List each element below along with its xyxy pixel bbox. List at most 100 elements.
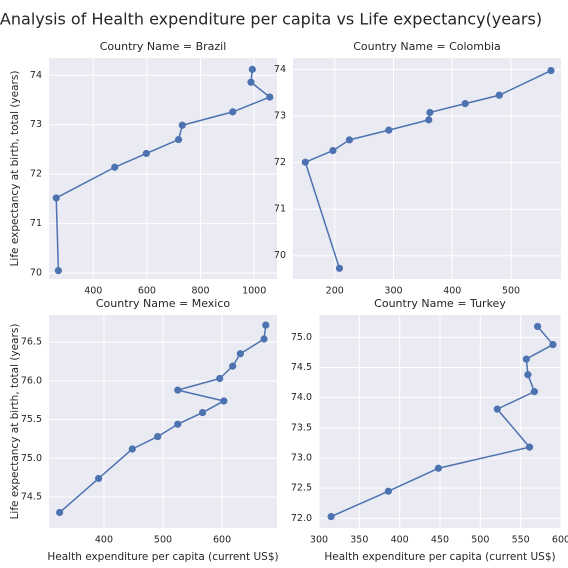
y-tick-label: 73.0 bbox=[291, 453, 312, 464]
panel-2: 200 300 400 500 70 71 72 73 74 Country Name = Col… bbox=[274, 40, 561, 297]
y-tick-label: 75.0 bbox=[291, 332, 312, 343]
data-point bbox=[248, 65, 256, 73]
data-point bbox=[524, 371, 532, 379]
x-tick-label: 350 bbox=[350, 535, 368, 546]
data-point bbox=[495, 91, 503, 99]
data-point bbox=[534, 322, 542, 331]
y-tick-label: 72 bbox=[274, 157, 286, 168]
data-point bbox=[56, 508, 64, 517]
x-tick-label: 600 bbox=[552, 535, 568, 546]
series-line bbox=[55, 69, 271, 271]
data-point bbox=[236, 350, 244, 358]
y-axis-label: Life expectancy at birth, total (years) bbox=[9, 324, 21, 520]
x-axis-label: Health expenditure per capita (current U… bbox=[324, 551, 555, 563]
data-point bbox=[174, 386, 182, 394]
data-point bbox=[266, 93, 274, 101]
data-point bbox=[216, 374, 224, 383]
y-tick-label: 71 bbox=[274, 204, 286, 215]
data-point bbox=[327, 512, 335, 521]
data-point bbox=[262, 321, 270, 329]
x-tick-label: 600 bbox=[138, 286, 156, 297]
x-tick-label: 300 bbox=[384, 286, 402, 297]
x-tick-label: 600 bbox=[213, 535, 231, 546]
data-point bbox=[525, 443, 534, 451]
x-tick-label: 400 bbox=[443, 286, 461, 297]
panel-title: Country Name = Brazil bbox=[100, 40, 227, 53]
x-tick-label: 400 bbox=[95, 535, 113, 546]
data-point bbox=[174, 420, 182, 428]
x-tick-label: 500 bbox=[502, 286, 520, 297]
x-tick-label: 300 bbox=[310, 535, 328, 546]
data-point bbox=[549, 340, 557, 349]
x-tick-label: 400 bbox=[84, 286, 102, 297]
data-point bbox=[229, 108, 237, 116]
plot-area bbox=[293, 58, 561, 279]
facet-grid: 400 600 800 1000 70 71 72 73 74 Country Name = Br… bbox=[9, 40, 568, 563]
plot-area bbox=[49, 58, 277, 279]
data-point bbox=[128, 445, 136, 453]
y-tick-label: 73 bbox=[274, 111, 286, 122]
data-point bbox=[154, 433, 162, 441]
panel-1: 400 600 800 1000 70 71 72 73 74 Country Name = Br… bbox=[9, 40, 277, 297]
data-point bbox=[434, 464, 442, 472]
y-tick-label: 75.5 bbox=[21, 414, 42, 425]
data-point bbox=[329, 146, 337, 155]
y-tick-label: 74 bbox=[30, 70, 42, 81]
data-point bbox=[229, 362, 237, 370]
panel-4: 300 350 400 450 500 550 600 72.0 72.5 73.0 73.5 74.… bbox=[291, 297, 568, 563]
x-tick-label: 400 bbox=[391, 535, 409, 546]
panel-title: Country Name = Turkey bbox=[374, 297, 506, 310]
y-tick-label: 74.5 bbox=[21, 492, 42, 503]
panel-title: Country Name = Mexico bbox=[96, 297, 231, 310]
data-point bbox=[111, 163, 119, 171]
data-point bbox=[493, 405, 501, 413]
x-tick-label: 800 bbox=[191, 286, 209, 297]
y-tick-label: 76.5 bbox=[21, 337, 42, 348]
data-point bbox=[301, 158, 309, 166]
y-tick-label: 74 bbox=[274, 64, 286, 75]
data-point bbox=[461, 100, 469, 108]
x-tick-label: 550 bbox=[512, 535, 530, 546]
panel-3: 400 500 600 74.5 75.0 75.5 76.0 76.5 Country Nam… bbox=[9, 297, 279, 563]
data-point bbox=[547, 66, 555, 75]
y-tick-label: 75.0 bbox=[21, 453, 42, 464]
data-point bbox=[530, 388, 538, 396]
data-point bbox=[384, 487, 392, 495]
y-tick-label: 74.0 bbox=[291, 392, 312, 403]
y-axis-label: Life expectancy at birth, total (years) bbox=[9, 71, 21, 267]
y-tick-label: 71 bbox=[30, 218, 42, 229]
data-point bbox=[426, 108, 434, 117]
data-point bbox=[220, 397, 228, 405]
y-tick-label: 73.5 bbox=[291, 422, 312, 433]
data-point bbox=[95, 474, 103, 483]
y-tick-label: 74.5 bbox=[291, 362, 312, 373]
data-point bbox=[178, 121, 186, 129]
y-tick-label: 76.0 bbox=[21, 375, 42, 386]
y-tick-label: 72 bbox=[30, 169, 42, 180]
data-point bbox=[174, 135, 183, 144]
y-tick-label: 73 bbox=[30, 119, 42, 130]
data-point bbox=[345, 136, 354, 144]
data-point bbox=[335, 264, 344, 272]
series-line bbox=[304, 69, 552, 269]
data-point bbox=[522, 355, 530, 363]
x-tick-label: 500 bbox=[471, 535, 489, 546]
data-point bbox=[425, 116, 433, 124]
x-tick-label: 500 bbox=[154, 535, 172, 546]
y-tick-label: 72.5 bbox=[291, 483, 312, 494]
data-point bbox=[142, 149, 150, 158]
x-axis-label: Health expenditure per capita (current U… bbox=[47, 551, 278, 563]
y-tick-label: 70 bbox=[274, 250, 286, 261]
x-tick-label: 450 bbox=[431, 535, 449, 546]
data-point bbox=[247, 78, 255, 86]
data-point bbox=[54, 267, 62, 275]
y-tick-label: 72.0 bbox=[291, 513, 312, 524]
data-point bbox=[260, 335, 268, 343]
figure-title: Analysis of Health expenditure per capit… bbox=[0, 10, 542, 29]
data-point bbox=[385, 126, 393, 134]
panel-title: Country Name = Colombia bbox=[353, 40, 501, 53]
y-tick-label: 70 bbox=[30, 268, 42, 279]
series-line bbox=[330, 325, 554, 518]
data-point bbox=[198, 408, 207, 417]
